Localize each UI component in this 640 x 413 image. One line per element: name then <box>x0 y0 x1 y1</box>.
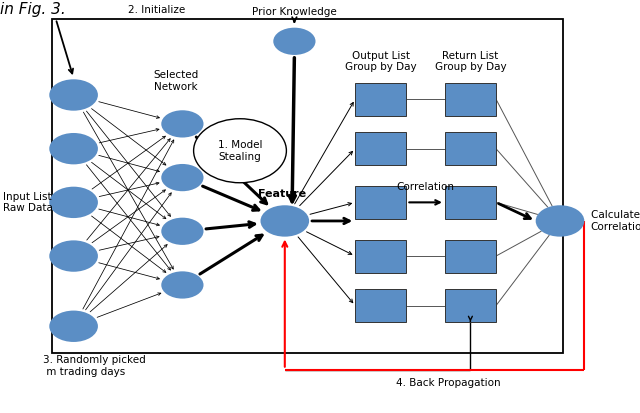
Circle shape <box>49 79 98 111</box>
Circle shape <box>536 205 584 237</box>
FancyBboxPatch shape <box>445 83 496 116</box>
Circle shape <box>49 240 98 272</box>
FancyBboxPatch shape <box>445 289 496 322</box>
Text: Selected
Network: Selected Network <box>154 70 198 92</box>
Circle shape <box>49 187 98 218</box>
Circle shape <box>161 218 204 245</box>
Text: 3. Randomly picked
 m trading days: 3. Randomly picked m trading days <box>43 355 146 377</box>
Text: Feature: Feature <box>257 189 306 199</box>
Text: 2. Initialize: 2. Initialize <box>128 5 185 15</box>
Circle shape <box>273 28 316 55</box>
FancyBboxPatch shape <box>355 186 406 219</box>
Text: 4. Back Propagation: 4. Back Propagation <box>396 378 500 388</box>
Circle shape <box>161 271 204 299</box>
Circle shape <box>161 164 204 191</box>
Circle shape <box>260 205 309 237</box>
Circle shape <box>49 311 98 342</box>
Text: Return List
Group by Day: Return List Group by Day <box>435 51 506 72</box>
Ellipse shape <box>193 119 287 183</box>
FancyBboxPatch shape <box>355 289 406 322</box>
FancyBboxPatch shape <box>445 186 496 219</box>
Text: Calculate Average
Correlation: Calculate Average Correlation <box>591 210 640 232</box>
Text: Prior Knowledge: Prior Knowledge <box>252 7 337 17</box>
FancyBboxPatch shape <box>445 240 496 273</box>
FancyBboxPatch shape <box>355 240 406 273</box>
Text: Output List
Group by Day: Output List Group by Day <box>345 51 417 72</box>
Bar <box>52 19 563 353</box>
Text: Input List
Raw Data: Input List Raw Data <box>3 192 53 213</box>
Text: 1. Model
Stealing: 1. Model Stealing <box>218 140 262 161</box>
Circle shape <box>161 110 204 138</box>
FancyBboxPatch shape <box>445 132 496 165</box>
Text: Correlation: Correlation <box>397 182 454 192</box>
FancyBboxPatch shape <box>355 83 406 116</box>
Circle shape <box>49 133 98 164</box>
FancyBboxPatch shape <box>355 132 406 165</box>
Text: in Fig. 3.: in Fig. 3. <box>0 2 66 17</box>
